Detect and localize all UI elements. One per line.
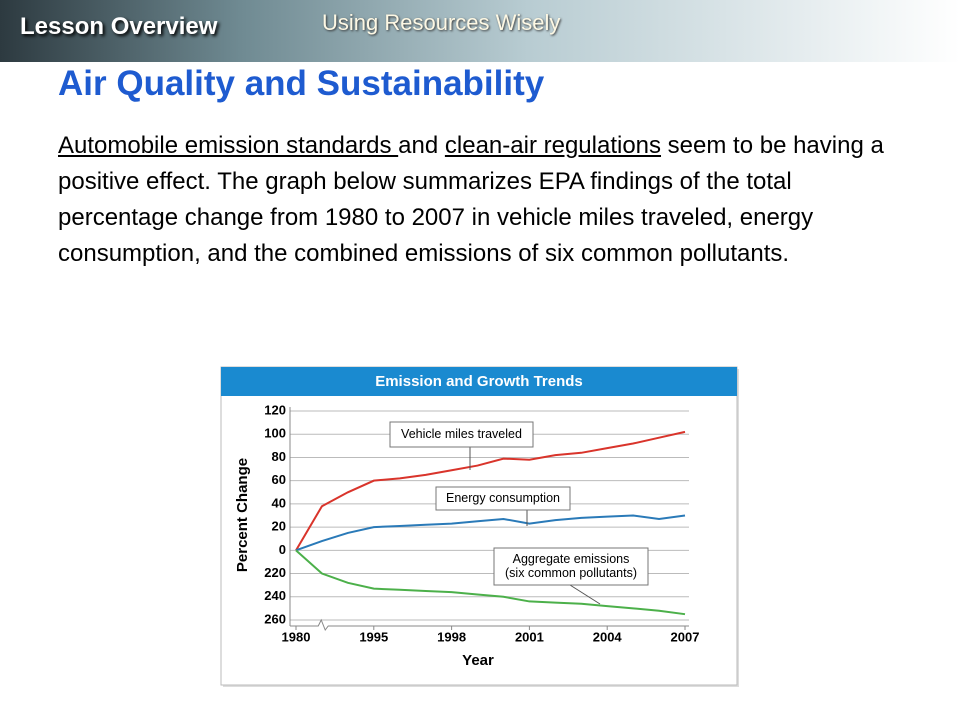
body-segment: Automobile emission standards [58,132,399,159]
chart-title: Emission and Growth Trends [375,373,583,390]
body-segment: clean-air regulations [444,132,662,159]
series-line [295,430,686,551]
y-tick-label: 220 [264,565,286,580]
body-text: Automobile emission standards and clean-… [58,128,888,272]
x-tick-label: 2007 [671,629,700,644]
y-tick-label: 120 [264,402,286,417]
x-tick-label: 1980 [282,629,311,644]
x-tick-label: 1998 [437,629,466,644]
annotation-box [389,421,534,448]
x-axis-label: Year [462,652,494,669]
y-tick-label: 100 [264,426,286,441]
y-tick-label: 260 [264,611,286,626]
series-label: Aggregate emissions [513,552,630,566]
chart-frame [220,366,738,686]
series-line [295,514,686,552]
x-tick-label: 2001 [515,629,544,644]
leader-line [569,584,601,605]
body-segment: and [398,132,445,159]
x-tick-label: 1995 [359,629,388,644]
x-tick-label: 2004 [593,629,623,644]
y-tick-label: 40 [272,495,286,510]
slide-title: Air Quality and Sustainability [58,64,545,103]
body-segment: seem to be having a positive effect. The… [58,132,884,267]
chart-title-bar [221,367,737,396]
y-tick-label: 0 [279,542,286,557]
y-axis-label: Percent Change [234,458,251,572]
series-label: Energy consumption [446,491,560,505]
series-label: (six common pollutants) [505,566,637,580]
section-label: Lesson Overview [20,13,218,40]
x-axis [290,618,689,632]
y-tick-label: 60 [272,472,286,487]
y-tick-label: 240 [264,588,286,603]
series-line [295,549,686,616]
y-tick-label: 20 [272,519,286,534]
y-tick-label: 80 [272,449,286,464]
header-band [0,0,960,62]
series-label: Vehicle miles traveled [401,427,522,441]
annotation-box [435,486,571,511]
topic-label: Using Resources Wisely [322,10,561,35]
annotation-box [493,547,649,586]
